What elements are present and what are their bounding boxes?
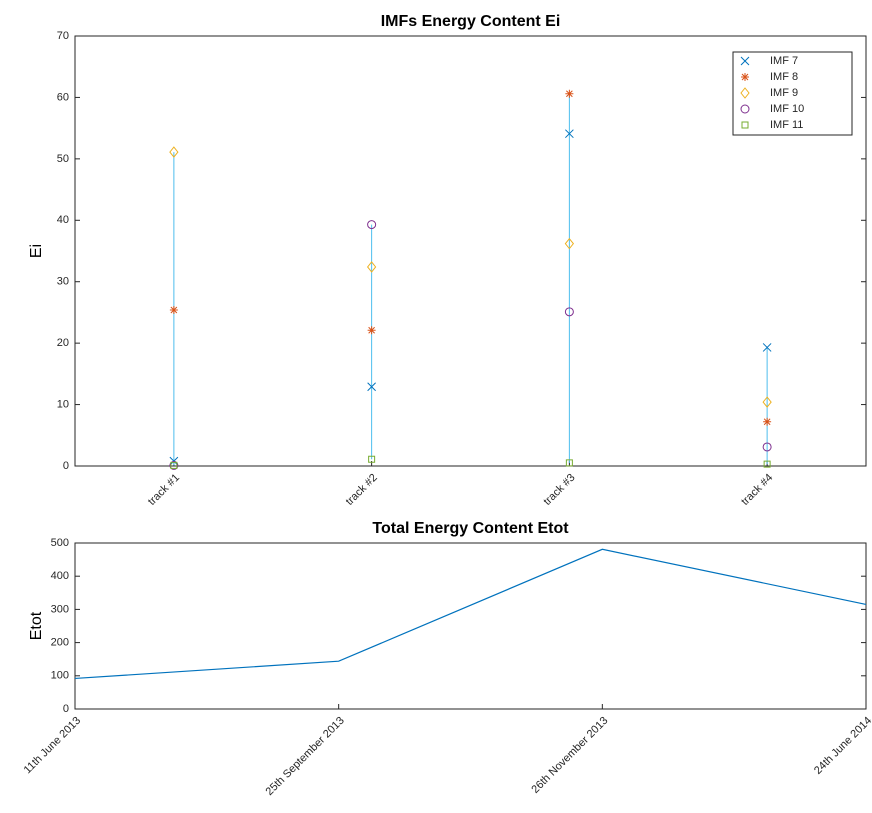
y-tick-label: 70	[57, 30, 69, 42]
chart: IMFs Energy Content Ei Ei 0 10 20 30 40 50 60 70 t…	[28, 13, 867, 508]
marker	[565, 459, 573, 467]
x-tick-label: track #2	[344, 472, 380, 508]
x-tick-label: 26th November 2013	[529, 715, 610, 796]
legend-marker	[740, 104, 750, 114]
chart-title: IMFs Energy Content Ei	[381, 13, 561, 30]
marker	[170, 461, 178, 469]
legend-label: IMF 8	[770, 71, 798, 83]
chart: Total Energy Content Etot Etot 0 100 200 300 4…	[22, 520, 872, 798]
legend-marker	[740, 56, 750, 66]
y-tick-label: 10	[57, 398, 69, 410]
marker	[367, 326, 376, 335]
marker	[367, 382, 376, 392]
marker	[762, 343, 772, 352]
y-tick-label: 20	[57, 337, 69, 349]
marker	[762, 396, 772, 408]
x-tick-label: track #4	[739, 472, 775, 508]
y-tick-label: 500	[51, 537, 69, 549]
y-tick-label: 40	[57, 214, 69, 226]
y-tick-label: 0	[63, 460, 69, 472]
y-tick-label: 50	[57, 153, 69, 165]
legend-label: IMF 10	[770, 103, 804, 115]
y-axis-label: Etot	[28, 611, 45, 640]
marker	[564, 237, 575, 250]
y-tick-label: 400	[51, 570, 69, 582]
legend-label: IMF 7	[770, 55, 798, 67]
plot-area	[74, 542, 867, 710]
x-tick-label: track #3	[541, 472, 577, 508]
legend-box	[732, 51, 853, 136]
marker	[763, 460, 771, 468]
y-tick-label: 30	[57, 276, 69, 288]
marker	[564, 307, 574, 317]
legend-marker	[741, 121, 749, 129]
y-axis-label: Ei	[28, 244, 45, 258]
marker	[169, 305, 178, 314]
marker	[763, 417, 772, 426]
x-tick-label: 25th September 2013	[264, 715, 347, 798]
x-tick-label: track #1	[146, 472, 182, 508]
y-tick-label: 0	[63, 703, 69, 715]
y-tick-label: 60	[57, 91, 69, 103]
marker	[565, 129, 574, 139]
chart-title: Total Energy Content Etot	[372, 520, 569, 537]
legend-label: IMF 11	[770, 119, 803, 131]
x-tick-label: 24th June 2014	[812, 715, 872, 777]
marker	[762, 442, 772, 452]
x-tick-label: 11th June 2013	[22, 715, 84, 777]
data-line	[74, 548, 867, 680]
legend-marker	[741, 73, 749, 81]
marker	[565, 89, 574, 98]
marker	[367, 220, 377, 230]
legend-marker	[740, 87, 750, 99]
marker	[169, 146, 179, 158]
marker	[368, 455, 376, 463]
legend-label: IMF 9	[770, 87, 798, 99]
marker	[366, 261, 377, 273]
y-tick-label: 200	[51, 637, 69, 649]
y-tick-label: 100	[51, 670, 69, 682]
y-tick-label: 300	[51, 603, 69, 615]
